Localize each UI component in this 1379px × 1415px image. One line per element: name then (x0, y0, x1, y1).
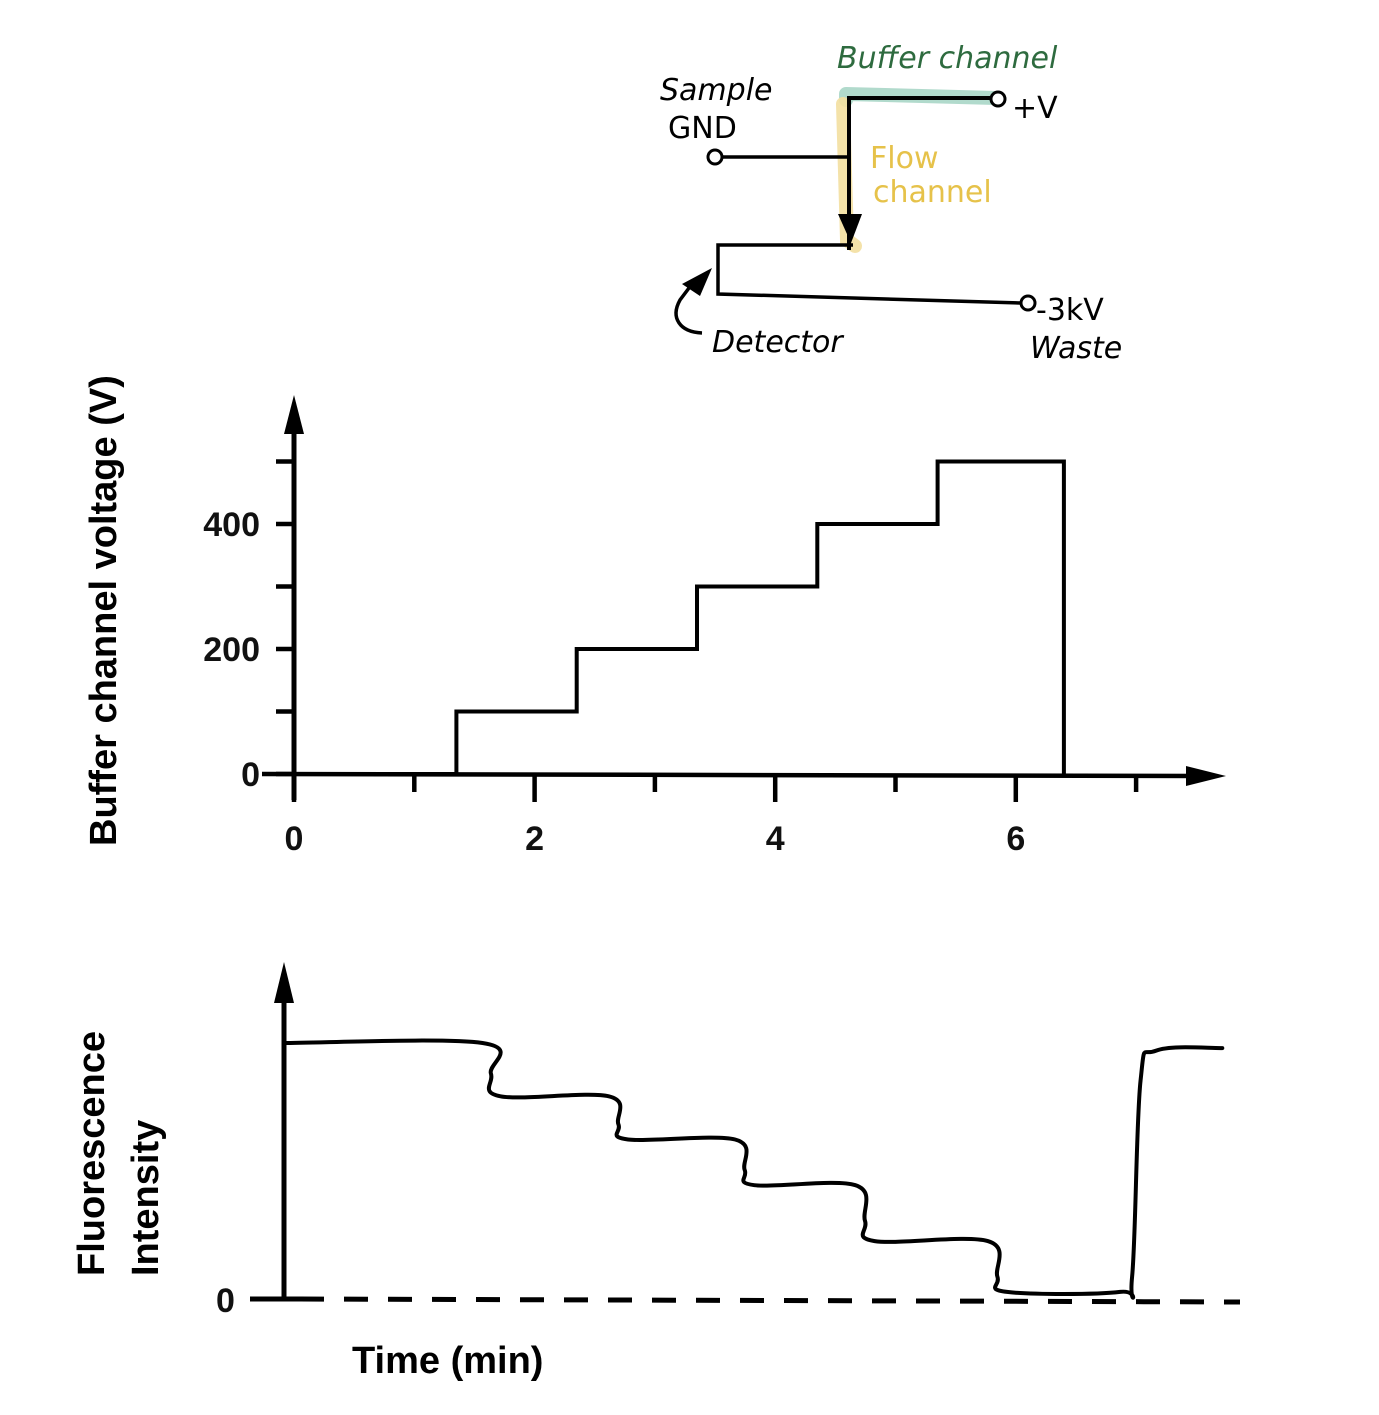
fluorescence-y-tick-label-0: 0 (216, 1282, 235, 1320)
voltage-chart: Buffer channel voltage (V) 0 200 400 0 2 4 6 (83, 375, 1226, 858)
detector-label: Detector (712, 325, 844, 360)
voltage-y-axis-label: Buffer channel voltage (V) (83, 375, 125, 846)
gnd-label: GND (668, 111, 737, 146)
voltage-y-axis-arrowhead-icon (284, 395, 304, 434)
waste-label: Waste (1030, 331, 1122, 366)
voltage-x-tick-label: 4 (766, 820, 785, 858)
voltage-x-tick-label: 2 (525, 820, 544, 858)
waste-terminal (1019, 294, 1037, 312)
detector-arrowhead-icon (682, 268, 712, 296)
fluorescence-y-axis-label-line2: Intensity (125, 1120, 167, 1276)
fluorescence-y-axis-arrowhead-icon (274, 962, 294, 1003)
voltage-x-axis-arrowhead-icon (1186, 766, 1226, 786)
flow-channel-label-line2: channel (873, 175, 992, 210)
flow-to-detector-wire (716, 243, 1021, 305)
buffer-channel-wire (847, 96, 993, 250)
time-x-axis-label: Time (min) (352, 1340, 543, 1382)
sample-label: Sample (660, 73, 773, 108)
buffer-channel-label: Buffer channel (837, 41, 1058, 76)
detector-pointer-arrow (674, 282, 703, 335)
voltage-x-tick-label: 6 (1006, 820, 1025, 858)
voltage-x-tick-label: 0 (285, 820, 304, 858)
buffer-terminal (989, 90, 1007, 108)
voltage-y-tick-label: 400 (203, 506, 260, 544)
flow-channel-label-line1: Flow (870, 141, 938, 176)
plus-v-label: +V (1012, 91, 1058, 126)
voltage-y-tick-label: 0 (241, 756, 260, 794)
fluorescence-y-axis-label-line1: Fluorescence (71, 1031, 113, 1276)
voltage-step-series (294, 459, 1066, 776)
fluorescence-series (282, 1038, 1225, 1300)
schematic: Buffer channel +V Sample GND Flow channe… (660, 41, 1122, 366)
voltage-y-tick-label: 200 (203, 631, 260, 669)
fluorescence-chart: Fluorescence Intensity 0 Time (min) (71, 962, 1241, 1382)
fluorescence-zero-baseline (299, 1296, 1241, 1305)
minus-3kv-label: -3kV (1036, 293, 1104, 328)
sample-terminal (706, 148, 724, 166)
flow-direction-arrow-icon (838, 214, 862, 243)
